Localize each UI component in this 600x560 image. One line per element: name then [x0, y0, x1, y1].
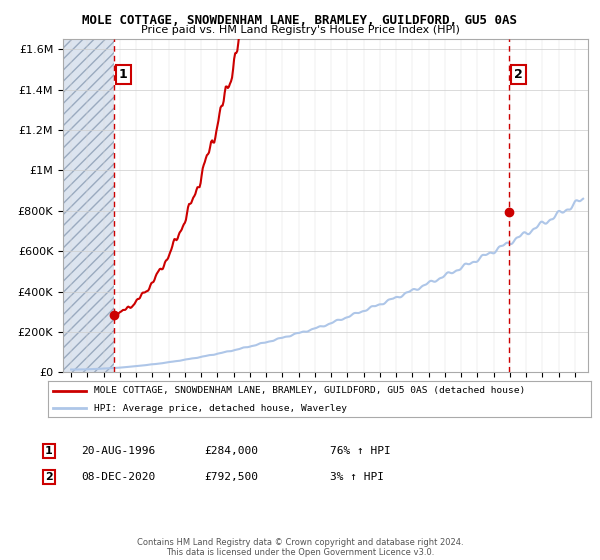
- Text: Price paid vs. HM Land Registry's House Price Index (HPI): Price paid vs. HM Land Registry's House …: [140, 25, 460, 35]
- Text: 76% ↑ HPI: 76% ↑ HPI: [330, 446, 391, 456]
- Text: 2: 2: [514, 68, 523, 81]
- Bar: [63, 39, 114, 372]
- Text: 08-DEC-2020: 08-DEC-2020: [81, 472, 155, 482]
- Text: HPI: Average price, detached house, Waverley: HPI: Average price, detached house, Wave…: [94, 404, 347, 413]
- Text: 2: 2: [45, 472, 53, 482]
- Text: MOLE COTTAGE, SNOWDENHAM LANE, BRAMLEY, GUILDFORD, GU5 0AS (detached house): MOLE COTTAGE, SNOWDENHAM LANE, BRAMLEY, …: [94, 386, 526, 395]
- Text: 3% ↑ HPI: 3% ↑ HPI: [330, 472, 384, 482]
- Text: MOLE COTTAGE, SNOWDENHAM LANE, BRAMLEY, GUILDFORD, GU5 0AS: MOLE COTTAGE, SNOWDENHAM LANE, BRAMLEY, …: [83, 14, 517, 27]
- Text: £284,000: £284,000: [204, 446, 258, 456]
- Text: Contains HM Land Registry data © Crown copyright and database right 2024.
This d: Contains HM Land Registry data © Crown c…: [137, 538, 463, 557]
- Text: 20-AUG-1996: 20-AUG-1996: [81, 446, 155, 456]
- Text: 1: 1: [45, 446, 53, 456]
- Text: £792,500: £792,500: [204, 472, 258, 482]
- Text: 1: 1: [119, 68, 128, 81]
